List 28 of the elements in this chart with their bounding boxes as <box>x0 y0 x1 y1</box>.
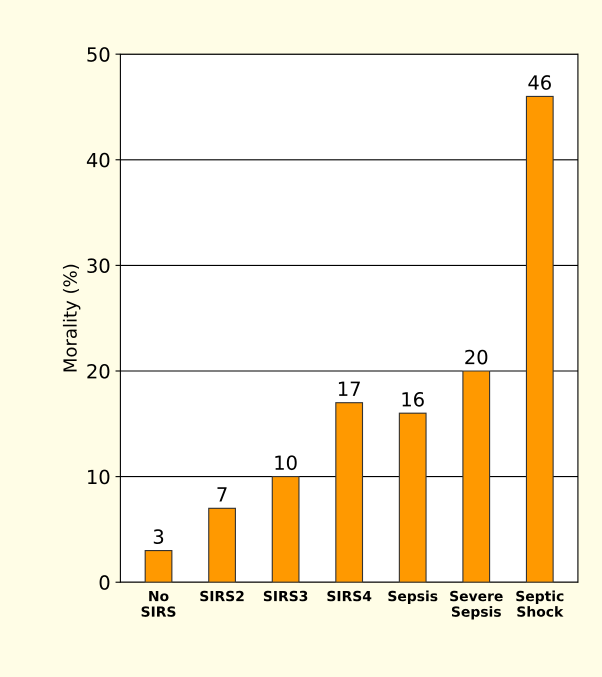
x-tick-label: SIRS4 <box>327 590 372 602</box>
x-tick-label: Septic Shock <box>516 590 564 617</box>
data-label: 3 <box>154 529 164 544</box>
bar <box>526 96 554 582</box>
data-label: 20 <box>465 350 488 364</box>
x-tick-label: Sepsis <box>388 590 438 604</box>
bar <box>272 476 300 582</box>
bar <box>335 402 364 582</box>
data-label: 46 <box>528 75 551 90</box>
x-tick-label: SIRS2 <box>200 590 244 602</box>
x-tick-label: Severe Sepsis <box>450 590 503 620</box>
y-tick-label: 50 <box>87 47 110 62</box>
y-tick-label: 40 <box>86 152 110 168</box>
y-tick-label: 10 <box>88 470 110 484</box>
y-tick-label: 0 <box>100 575 110 590</box>
bar <box>144 550 172 582</box>
y-tick-label: 30 <box>87 258 110 274</box>
bar <box>462 370 490 582</box>
x-tick-label: No SIRS <box>142 590 176 617</box>
bar <box>398 412 427 582</box>
y-tick-label: 20 <box>87 364 110 379</box>
y-axis-title: Morality (%) <box>62 264 80 372</box>
bar <box>208 508 236 582</box>
x-tick-label: SIRS3 <box>264 590 308 602</box>
data-label: 17 <box>338 382 360 396</box>
data-label: 16 <box>402 392 424 407</box>
data-label: 10 <box>275 455 297 470</box>
data-label: 7 <box>217 487 227 502</box>
